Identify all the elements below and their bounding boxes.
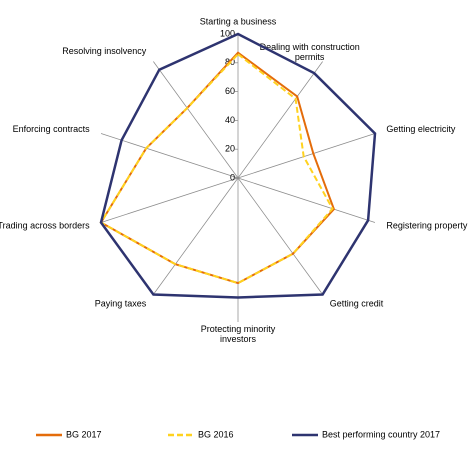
- series-line: [99, 32, 377, 299]
- category-label: Getting electricity: [386, 124, 456, 134]
- axis-spoke: [153, 177, 239, 295]
- category-label: Starting a business: [200, 16, 277, 26]
- category-label: Dealing with construction permits: [260, 42, 360, 62]
- axis-spoke: [100, 133, 239, 179]
- category-label: Resolving insolvency: [62, 46, 147, 56]
- axis-spoke: [237, 133, 376, 179]
- legend-label: Best performing country 2017: [322, 429, 440, 439]
- category-label: Trading across borders: [0, 221, 90, 231]
- category-label: Enforcing contracts: [13, 124, 91, 134]
- legend-label: BG 2017: [66, 429, 102, 439]
- legend-label: BG 2016: [198, 429, 234, 439]
- category-label: Getting credit: [330, 299, 384, 309]
- series-line: [99, 51, 336, 285]
- category-label: Registering property: [386, 221, 468, 231]
- r-tick-label: 40: [225, 115, 235, 125]
- axis-spoke: [153, 61, 239, 179]
- r-tick-label: 60: [225, 86, 235, 96]
- category-label: Protecting minority investors: [201, 324, 276, 344]
- series-line: [99, 52, 334, 285]
- axis-spoke: [100, 177, 239, 223]
- axis-spoke: [237, 177, 323, 295]
- axis-spoke: [237, 177, 376, 223]
- r-tick-label: 20: [225, 144, 235, 154]
- r-tick-label: 100: [220, 28, 235, 38]
- category-label: Paying taxes: [95, 299, 147, 309]
- r-tick-label: 0: [230, 172, 235, 182]
- axis-spoke: [237, 61, 323, 179]
